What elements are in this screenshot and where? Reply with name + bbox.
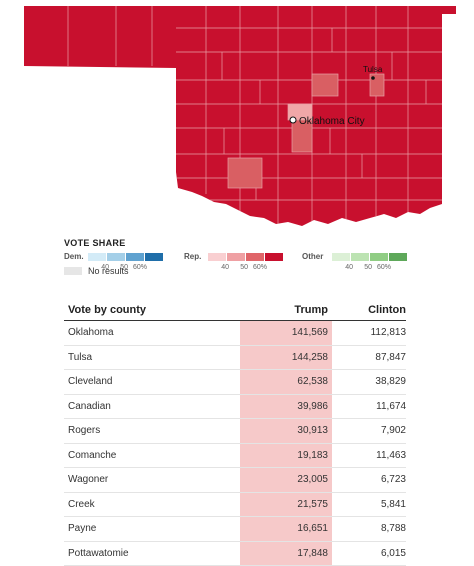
clinton-votes-cell: 5,841 <box>332 499 406 510</box>
trump-votes-cell: 141,569 <box>240 321 332 345</box>
oklahoma-county-map[interactable]: Tulsa Oklahoma City <box>16 4 456 236</box>
city-label-tulsa: Tulsa <box>363 65 383 74</box>
clinton-votes-cell: 7,902 <box>332 425 406 436</box>
legend-tick: 40 <box>210 264 229 271</box>
header-clinton[interactable]: Clinton <box>332 304 406 316</box>
county-cell: Tulsa <box>64 352 240 363</box>
clinton-votes-cell: 8,788 <box>332 523 406 534</box>
legend-swatches-other <box>332 253 408 261</box>
clinton-votes-cell: 11,674 <box>332 401 406 412</box>
legend-tick: 60% <box>128 264 147 271</box>
clinton-votes-cell: 38,829 <box>332 376 406 387</box>
legend-label-rep: Rep. <box>184 252 201 261</box>
legend-swatches-dem <box>88 253 164 261</box>
legend-label-dem: Dem. <box>64 252 84 261</box>
trump-votes-cell: 144,258 <box>240 346 332 370</box>
legend-swatches-rep <box>208 253 284 261</box>
legend-tick: 60% <box>248 264 267 271</box>
header-trump[interactable]: Trump <box>240 300 332 320</box>
legend-no-results: No results <box>64 266 129 276</box>
legend-ticks-rep: 40 50 60% <box>210 264 267 271</box>
county-cell: Cleveland <box>64 376 240 387</box>
legend-tick: 50 <box>353 264 372 271</box>
county-cell: Canadian <box>64 401 240 412</box>
trump-votes-cell: 17,848 <box>240 542 332 566</box>
trump-votes-cell: 16,651 <box>240 517 332 541</box>
clinton-votes-cell: 11,463 <box>332 450 406 461</box>
table-header: Vote by county Trump Clinton <box>64 300 406 321</box>
county-cell: Wagoner <box>64 474 240 485</box>
legend-swatch <box>370 253 388 261</box>
legend-tick: 40 <box>334 264 353 271</box>
county-cell: Oklahoma <box>64 327 240 338</box>
legend-swatch <box>107 253 125 261</box>
legend-swatch <box>227 253 245 261</box>
no-results-swatch <box>64 267 82 275</box>
clinton-votes-cell: 87,847 <box>332 352 406 363</box>
clinton-votes-cell: 112,813 <box>332 327 406 338</box>
county-cell: Payne <box>64 523 240 534</box>
trump-votes-cell: 19,183 <box>240 444 332 468</box>
legend-swatch <box>145 253 163 261</box>
legend-swatch <box>88 253 106 261</box>
trump-votes-cell: 39,986 <box>240 395 332 419</box>
trump-votes-cell: 62,538 <box>240 370 332 394</box>
legend-swatch <box>246 253 264 261</box>
legend-swatch <box>126 253 144 261</box>
legend-swatch <box>208 253 226 261</box>
trump-votes-cell: 23,005 <box>240 468 332 492</box>
county-cell: Rogers <box>64 425 240 436</box>
no-results-label: No results <box>88 266 129 276</box>
city-marker-oklahoma-city: Oklahoma City <box>290 116 365 127</box>
legend-title: VOTE SHARE <box>64 238 424 248</box>
legend-swatch <box>265 253 283 261</box>
city-label-oklahoma-city: Oklahoma City <box>299 116 365 127</box>
trump-votes-cell: 30,913 <box>240 419 332 443</box>
county-cell: Comanche <box>64 450 240 461</box>
legend-swatch <box>351 253 369 261</box>
legend-swatch <box>389 253 407 261</box>
trump-votes-cell: 21,575 <box>240 493 332 517</box>
legend-label-other: Other <box>302 252 323 261</box>
county-comanche[interactable] <box>228 158 262 188</box>
county-payne[interactable] <box>312 74 338 96</box>
clinton-votes-cell: 6,015 <box>332 548 406 559</box>
legend-tick: 60% <box>372 264 391 271</box>
county-cell: Creek <box>64 499 240 510</box>
legend-ticks-other: 40 50 60% <box>334 264 391 271</box>
header-county: Vote by county <box>64 304 240 316</box>
county-cell: Pottawatomie <box>64 548 240 559</box>
legend-swatch <box>332 253 350 261</box>
clinton-votes-cell: 6,723 <box>332 474 406 485</box>
legend-tick: 50 <box>229 264 248 271</box>
